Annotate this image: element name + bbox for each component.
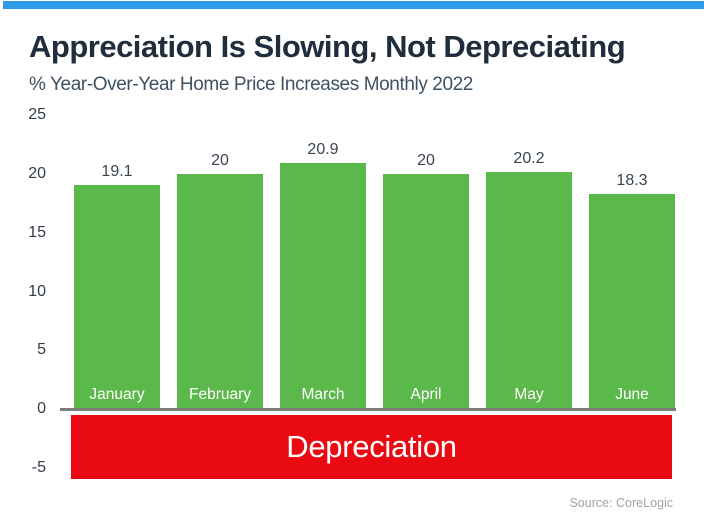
y-axis-tick: 10 bbox=[28, 282, 46, 300]
source-credit: Source: CoreLogic bbox=[569, 496, 673, 510]
y-axis-tick: 20 bbox=[28, 165, 46, 182]
bar-category-label: February bbox=[188, 386, 252, 403]
bar-category-label: January bbox=[89, 386, 145, 403]
bar-value-label: 20 bbox=[211, 152, 229, 169]
bar-category-label: March bbox=[301, 386, 345, 403]
bar-category-label: June bbox=[615, 386, 649, 403]
bar-june: June bbox=[589, 194, 675, 409]
bar-value-label: 20.2 bbox=[513, 150, 545, 167]
page-title: Appreciation Is Slowing, Not Depreciatin… bbox=[29, 29, 626, 64]
bar-may: May bbox=[486, 172, 572, 409]
bar-april: April bbox=[383, 174, 469, 409]
bar-category-label: April bbox=[410, 386, 442, 403]
bar-march: March bbox=[280, 163, 366, 409]
y-axis-tick: 5 bbox=[37, 341, 46, 359]
depreciation-band: Depreciation bbox=[71, 415, 672, 479]
y-axis-tick: 15 bbox=[28, 223, 46, 241]
chart-subtitle: % Year-Over-Year Home Price Increases Mo… bbox=[29, 74, 473, 95]
bar-value-label: 20 bbox=[417, 152, 435, 169]
y-axis-tick: 25 bbox=[28, 106, 46, 124]
y-axis-tick: 0 bbox=[37, 400, 46, 417]
depreciation-label: Depreciation bbox=[286, 429, 457, 464]
bar-value-label: 18.3 bbox=[616, 172, 648, 189]
top-accent-bar bbox=[3, 1, 704, 9]
bar-value-label: 20.9 bbox=[307, 141, 339, 158]
bar-value-label: 19.1 bbox=[101, 163, 133, 180]
bar-february: February bbox=[177, 174, 263, 409]
bar-category-label: May bbox=[514, 386, 544, 403]
y-axis-tick: -5 bbox=[31, 458, 46, 476]
bar-january: January bbox=[74, 185, 160, 409]
x-axis-line bbox=[60, 408, 676, 411]
